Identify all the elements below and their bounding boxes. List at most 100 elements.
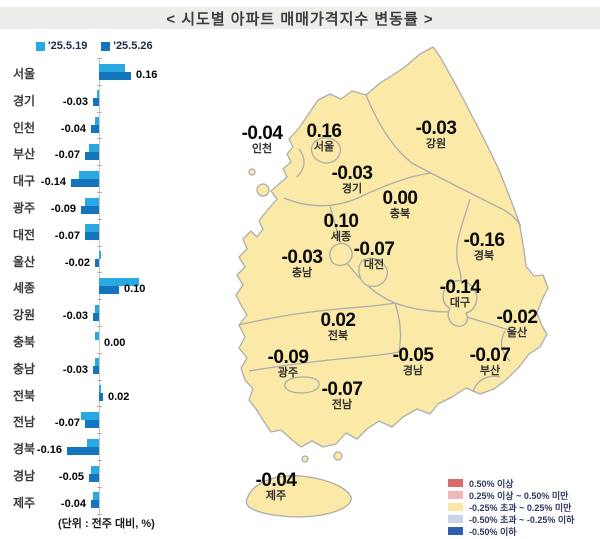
map-legend-row: -0.50% 이하	[448, 525, 574, 537]
map-region-daejeon	[358, 257, 388, 287]
bar-'25.5.26	[85, 419, 99, 428]
bar-row-category: 강원	[13, 308, 36, 323]
axis-tick	[97, 192, 102, 193]
map-color-legend: 0.50% 이상 0.25% 이상 ~ 0.50% 미만 -0.25% 초과 ~ 0…	[448, 477, 574, 537]
bar-chart-rows: 서울 0.16 경기 -0.03 인천 -0.04 부산 -0.07 대구 -0.14 광주 -0.0…	[0, 58, 205, 514]
bar-row-충남: 충남 -0.03	[0, 353, 205, 380]
bar-value-label: -0.05	[58, 471, 84, 483]
bar-value-label: -0.07	[54, 229, 80, 242]
bar-value-label: -0.04	[60, 497, 86, 510]
bar-'25.5.26	[99, 285, 119, 294]
axis-tick	[97, 84, 102, 86]
map-legend-label: -0.25% 초과 ~ 0.25% 미만	[469, 502, 572, 513]
bar-row-category: 제주	[13, 495, 36, 510]
axis-tick	[97, 379, 102, 381]
bar-'25.5.19	[95, 117, 99, 126]
map-region-daegu	[442, 279, 478, 327]
map-region-jeju	[245, 475, 352, 518]
bar-row-category: 경기	[13, 93, 36, 108]
bar-'25.5.26	[99, 393, 103, 402]
bar-row-세종: 세종 0.10	[0, 272, 205, 299]
bar-row-충북: 충북 0.00	[0, 326, 205, 353]
bar-row-category: 전북	[13, 388, 36, 403]
axis-tick	[97, 406, 102, 408]
map-legend-swatch	[448, 503, 463, 511]
axis-tick	[97, 245, 102, 247]
map-legend-swatch	[448, 479, 463, 487]
bar-'25.5.19	[99, 385, 101, 394]
map-legend-row: 0.25% 이상 ~ 0.50% 미만	[448, 489, 574, 501]
axis-tick	[97, 218, 102, 220]
bar-value-label: -0.03	[62, 310, 88, 323]
bar-'25.5.26	[67, 446, 99, 455]
axis-tick	[97, 58, 102, 59]
axis-tick	[97, 352, 102, 354]
axis-tick	[97, 513, 102, 515]
legend-swatch	[101, 41, 111, 51]
bar-value-label: -0.09	[50, 203, 76, 215]
bar-'25.5.26	[71, 178, 99, 187]
bar-'25.5.26	[99, 71, 131, 80]
map-islet	[333, 451, 343, 461]
bar-row-울산: 울산 -0.02	[0, 246, 205, 273]
bar-row-category: 부산	[13, 147, 36, 162]
bar-'25.5.19	[85, 197, 99, 206]
bar-value-label: 0.00	[104, 337, 126, 349]
map-region-gwangju	[284, 376, 320, 394]
axis-tick	[97, 433, 102, 435]
bar-row-category: 경북	[13, 442, 36, 457]
map-islet	[248, 168, 256, 176]
axis-tick	[97, 486, 102, 488]
bar-value-label: -0.14	[40, 176, 66, 189]
bar-row-인천: 인천 -0.04	[0, 112, 205, 139]
bar-'25.5.19	[79, 170, 99, 179]
bar-row-category: 대전	[13, 227, 36, 242]
bar-'25.5.26	[91, 125, 99, 134]
legend-label: '25.5.26	[113, 40, 153, 52]
axis-tick	[97, 460, 102, 461]
bar-'25.5.26	[85, 232, 99, 241]
bar-value-label: 0.10	[124, 283, 146, 296]
bar-row-서울: 서울 0.16	[0, 58, 205, 85]
axis-tick	[97, 165, 102, 167]
bar-'25.5.26	[93, 98, 99, 107]
map-region-incheon-island	[256, 183, 270, 197]
bar-row-대전: 대전 -0.07	[0, 219, 205, 246]
map-mainland	[235, 46, 549, 448]
bar-value-label: 0.16	[136, 69, 158, 81]
bar-value-label: -0.07	[54, 149, 80, 162]
bar-value-label: -0.03	[62, 363, 88, 376]
bar-chart-legend: '25.5.19 '25.5.26	[36, 40, 153, 52]
bar-'25.5.19	[95, 304, 99, 313]
bar-row-경기: 경기 -0.03	[0, 85, 205, 112]
bar-row-부산: 부산 -0.07	[0, 138, 205, 165]
axis-tick	[97, 299, 102, 301]
bar-row-category: 울산	[13, 254, 36, 269]
map-legend-label: 0.50% 이상	[469, 478, 514, 489]
bar-chart: '25.5.19 '25.5.26 서울 0.16 경기 -0.03 인천 -0.04 부산 -…	[0, 36, 205, 536]
bar-'25.5.19	[95, 358, 99, 367]
bar-row-경북: 경북 -0.16	[0, 433, 205, 460]
map-legend-row: 0.50% 이상	[448, 477, 574, 489]
bar-'25.5.19	[85, 224, 99, 233]
bar-value-label: -0.04	[60, 122, 86, 135]
bar-value-label: -0.02	[64, 256, 90, 269]
bar-row-강원: 강원 -0.03	[0, 299, 205, 326]
bar-row-category: 광주	[13, 201, 36, 215]
unit-note: (단위 : 전주 대비, %)	[58, 518, 155, 530]
map-legend-swatch	[448, 491, 463, 499]
bar-'25.5.19	[87, 438, 99, 447]
bar-'25.5.19	[81, 411, 99, 420]
bar-'25.5.26	[95, 259, 99, 268]
map-legend-row: -0.50% 초과 ~ -0.25% 이하	[448, 513, 574, 525]
bar-row-전남: 전남 -0.07	[0, 406, 205, 433]
legend-entry: '25.5.26	[101, 40, 153, 52]
legend-entry: '25.5.19	[36, 40, 87, 52]
bar-row-category: 서울	[13, 67, 36, 81]
map-legend-row: -0.25% 초과 ~ 0.25% 미만	[448, 501, 574, 513]
map-region-seoul	[310, 137, 342, 164]
bar-'25.5.19	[99, 63, 125, 72]
bar-row-category: 세종	[13, 281, 36, 296]
